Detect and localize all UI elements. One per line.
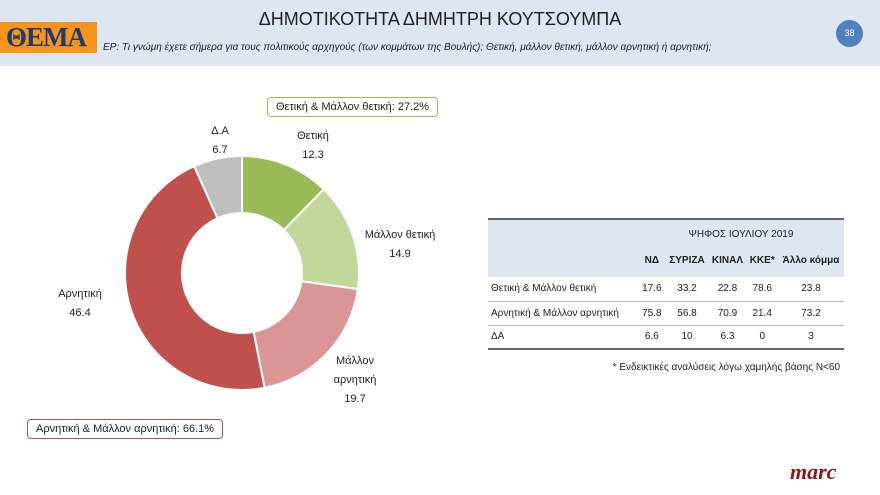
col-header: ΝΔ [644,254,660,266]
label-dk: Δ.Α 6.7 [211,125,229,156]
label-negative: Αρνητική 46.4 [58,288,102,319]
col-header: ΚΚΕ* [749,254,775,266]
page-number-badge: 38 [836,20,863,47]
survey-question: ΕΡ: Τι γνώμη έχετε σήμερα για τους πολιτ… [103,42,712,53]
table-footnote: * Ενδεικτικές αναλύσεις λόγω χαμηλής βάσ… [612,362,840,373]
negative-summary-box: Αρνητική & Μάλλον αρνητική: 66.1% [27,419,224,439]
col-header: ΣΥΡΙΖΑ [669,254,705,266]
table-row: Αρνητική & Μάλλον αρνητική 75.8 56.8 70.9 21… [488,301,844,326]
table-row: ΔΑ 6.6 10 6.3 0 3 [488,325,844,350]
label-positive: Θετική 12.3 [297,130,329,161]
breakdown-table: ΨΗΦΟΣ ΙΟΥΛΙΟΥ 2019 ΝΔ ΣΥΡΙΖΑ ΚΙΝΑΛ ΚΚΕ* … [488,218,844,350]
page-title: ΔΗΜΟΤΙΚΟΤΗΤΑ ΔΗΜΗΤΡΗ ΚΟΥΤΣΟΥΜΠΑ [258,9,622,29]
logo: ΘΕΜΑ [0,22,97,53]
label-rather-positive: Μάλλον θετική 14.9 [364,229,436,260]
label-rather-negative: Μάλλον αρνητική 19.7 [333,355,377,405]
group-header: ΨΗΦΟΣ ΙΟΥΛΙΟΥ 2019 [688,229,794,240]
col-header: Άλλο κόμμα [782,254,840,266]
marc-logo: marc [790,459,837,484]
col-header: ΚΙΝΑΛ [711,254,743,266]
donut-segment-4 [192,154,243,220]
header-band: ΘΕΜΑ ΔΗΜΟΤΙΚΟΤΗΤΑ ΔΗΜΗΤΡΗ ΚΟΥΤΣΟΥΜΠΑ ΕΡ:… [0,0,880,66]
donut-segment-2 [252,280,360,389]
donut-segment-3 [123,164,266,391]
table-row: Θετική & Μάλλον θετική 17.6 33.2 22.8 78.6 23… [488,277,844,302]
positive-summary-box: Θετική & Μάλλον θετική: 27.2% [267,97,439,117]
